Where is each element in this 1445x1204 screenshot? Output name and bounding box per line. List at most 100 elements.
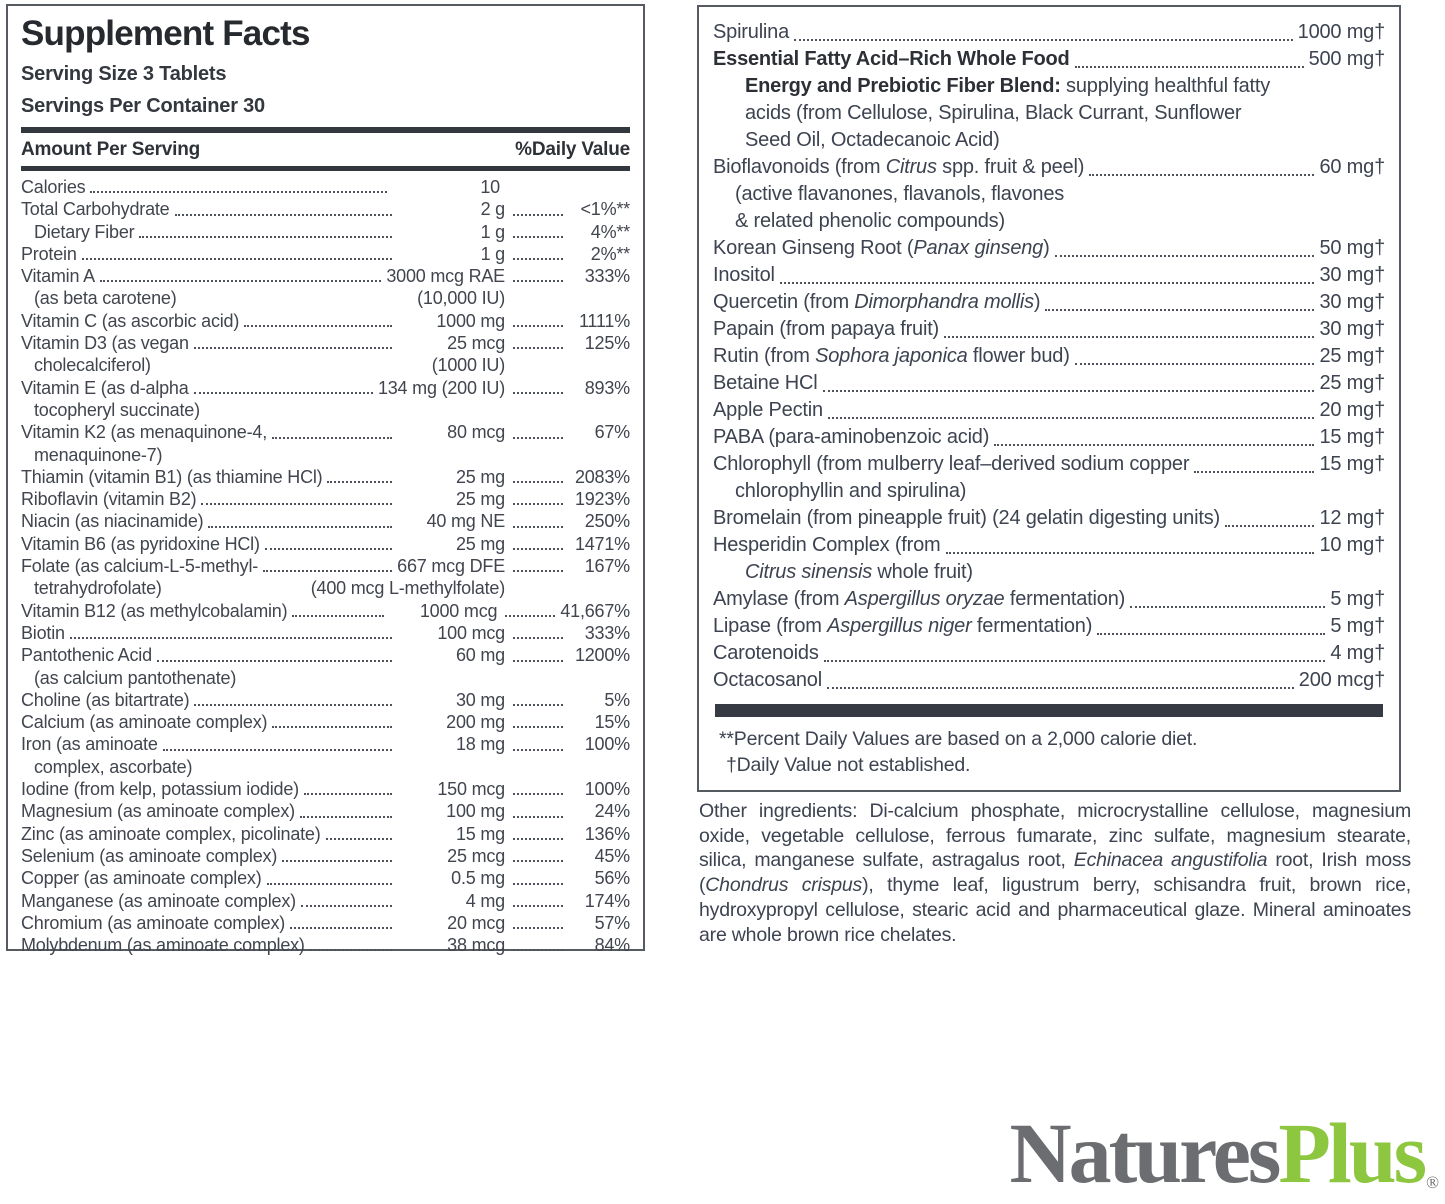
nutrient-line: Vitamin C (as ascorbic acid) 1000 mg 1111% bbox=[21, 310, 630, 332]
nutrient-row: Vitamin C (as ascorbic acid) 1000 mg 1111% bbox=[21, 310, 630, 332]
nutrient-continuation-line: (as beta carotene) (10,000 IU) bbox=[21, 287, 630, 309]
ingredient-amount: 4 mg† bbox=[1330, 642, 1385, 664]
ingredient-amount: 25 mg† bbox=[1319, 372, 1385, 394]
nutrient-daily-value: 1471% bbox=[574, 533, 630, 554]
ingredient-row: Lipase (from Aspergillus niger fermentat… bbox=[713, 613, 1385, 640]
nutrient-amount: 1000 mg bbox=[436, 310, 505, 331]
nutrient-name: Dietary Fiber bbox=[34, 221, 135, 242]
nutrient-line: Vitamin D3 (as vegan 25 mcg 125% bbox=[21, 332, 630, 354]
nutrient-amount: 25 mcg bbox=[447, 845, 505, 866]
dot-leader bbox=[513, 659, 563, 662]
dot-leader bbox=[266, 882, 392, 885]
nutrient-line: Molybdenum (as aminoate complex) 38 mcg 84… bbox=[21, 934, 630, 956]
dot-leader bbox=[513, 280, 563, 283]
nutrient-continuation-line: menaquinone-7) bbox=[21, 444, 630, 466]
nutrient-row: Calcium (as aminoate complex) 200 mg 15% bbox=[21, 711, 630, 733]
ingredient-line: Rutin (from Sophora japonica flower bud)… bbox=[713, 343, 1385, 370]
nutrient-daily-value: 45% bbox=[594, 845, 631, 866]
nutrient-line: Magnesium (as aminoate complex) 100 mg 24% bbox=[21, 800, 630, 822]
nutrient-line: Total Carbohydrate 2 g <1%** bbox=[21, 198, 630, 220]
dot-leader bbox=[299, 815, 392, 818]
dot-leader bbox=[513, 726, 563, 729]
ingredient-amount: 12 mg† bbox=[1319, 507, 1385, 529]
ingredient-row: Essential Fatty Acid–Rich Whole Food 500 … bbox=[713, 46, 1385, 154]
nutrient-daily-value: 2%** bbox=[590, 243, 630, 264]
ingredient-row: Octacosanol 200 mcg† bbox=[713, 667, 1385, 694]
ingredient-row: Chlorophyll (from mulberry leaf–derived … bbox=[713, 451, 1385, 505]
nutrient-daily-value: 1200% bbox=[574, 645, 630, 666]
nutrient-row: Vitamin A 3000 mcg RAE 333% (as beta carote… bbox=[21, 265, 630, 310]
dot-leader bbox=[826, 687, 1294, 689]
ingredient-line: Korean Ginseng Root (Panax ginseng) 50 mg… bbox=[713, 235, 1385, 262]
nutrient-line: Protein 1 g 2%** bbox=[21, 243, 630, 265]
nutrient-name-continuation: complex, ascorbate) bbox=[34, 756, 193, 777]
dot-leader bbox=[156, 659, 392, 662]
nutrient-daily-value: 333% bbox=[584, 266, 630, 287]
ingredient-amount: 30 mg† bbox=[1319, 318, 1385, 340]
naturesplus-logo: NaturesPlus ® bbox=[1010, 1110, 1440, 1196]
nutrient-line: Vitamin B12 (as methylcobalamin) 1000 mcg… bbox=[21, 600, 630, 622]
italic-species-text: Echinacea angustifolia bbox=[1073, 849, 1268, 872]
footnote-percent-daily-values: **Percent Daily Values are based on a 2,… bbox=[719, 728, 1198, 750]
dot-leader bbox=[779, 282, 1315, 284]
nutrient-name-continuation: menaquinone-7) bbox=[34, 444, 163, 465]
nutrient-row: Iodine (from kelp, potassium iodide) 150 … bbox=[21, 778, 630, 800]
nutrient-line: Copper (as aminoate complex) 0.5 mg 56% bbox=[21, 867, 630, 889]
italic-species-text: Chondrus crispus bbox=[705, 874, 863, 897]
dot-leader bbox=[194, 704, 392, 707]
ingredient-amount: 15 mg† bbox=[1319, 453, 1385, 475]
nutrient-name: Zinc (as aminoate complex, picolinate) bbox=[21, 823, 321, 844]
nutrient-daily-value: 15% bbox=[594, 712, 631, 733]
nutrient-row: Thiamin (vitamin B1) (as thiamine HCl) 25… bbox=[21, 466, 630, 488]
nutrient-amount: 3000 mcg RAE bbox=[386, 266, 505, 287]
nutrient-name: Molybdenum (as aminoate complex) bbox=[21, 935, 305, 956]
dot-leader bbox=[327, 481, 392, 484]
dot-leader bbox=[513, 258, 563, 261]
other-ingredients-paragraph: Other ingredients: Di-calcium phosphate,… bbox=[699, 800, 1411, 946]
nutrient-row: Folate (as calcium-L-5-methyl- 667 mcg DF… bbox=[21, 555, 630, 600]
ingredient-name: PABA (para-aminobenzoic acid) bbox=[713, 426, 990, 448]
ingredient-name: Octacosanol bbox=[713, 669, 822, 691]
ingredient-line: Papain (from papaya fruit) 30 mg† bbox=[713, 316, 1385, 343]
dot-leader bbox=[69, 637, 392, 640]
dot-leader bbox=[282, 860, 392, 863]
nutrient-name: Vitamin B12 (as methylcobalamin) bbox=[21, 600, 288, 621]
nutrient-amount: 10 bbox=[480, 177, 500, 197]
dot-leader bbox=[513, 837, 563, 840]
italic-species-text: Sophora japonica bbox=[815, 345, 968, 367]
nutrient-name: Vitamin B6 (as pyridoxine HCl) bbox=[21, 533, 260, 554]
ingredient-amount: 30 mg† bbox=[1319, 264, 1385, 286]
nutrient-line: Vitamin A 3000 mcg RAE 333% bbox=[21, 265, 630, 287]
dot-leader bbox=[513, 503, 563, 506]
nutrient-line: Iodine (from kelp, potassium iodide) 150 … bbox=[21, 778, 630, 800]
dot-leader bbox=[945, 552, 1315, 554]
nutrient-daily-value: 4%** bbox=[590, 221, 630, 242]
nutrient-row: Vitamin B12 (as methylcobalamin) 1000 mcg… bbox=[21, 600, 630, 622]
ingredient-row: Korean Ginseng Root (Panax ginseng) 50 mg… bbox=[713, 235, 1385, 262]
ingredient-line: Lipase (from Aspergillus niger fermentat… bbox=[713, 613, 1385, 640]
ingredient-name: Carotenoids bbox=[713, 642, 819, 664]
column-headers: Amount Per Serving %Daily Value bbox=[21, 133, 630, 166]
ingredient-continuation-line: acids (from Cellulose, Spirulina, Black … bbox=[745, 102, 1242, 124]
nutrient-daily-value: 57% bbox=[594, 912, 631, 933]
nutrient-amount: 150 mcg bbox=[437, 779, 505, 800]
nutrient-line: Vitamin B6 (as pyridoxine HCl) 25 mg 1471% bbox=[21, 533, 630, 555]
dot-leader bbox=[513, 525, 563, 528]
ingredient-row: Amylase (from Aspergillus oryzae ferment… bbox=[713, 586, 1385, 613]
nutrient-row: Selenium (as aminoate complex) 25 mcg 45% bbox=[21, 845, 630, 867]
nutrient-name: Vitamin A bbox=[21, 266, 95, 287]
nutrient-amount-continuation: (1000 IU) bbox=[431, 355, 505, 376]
nutrient-continuation-line: tocopheryl succinate) bbox=[21, 399, 630, 421]
nutrient-name: Chromium (as aminoate complex) bbox=[21, 912, 286, 933]
nutrient-row: Dietary Fiber 1 g 4%** bbox=[21, 221, 630, 243]
nutrient-name-continuation: tocopheryl succinate) bbox=[34, 399, 200, 420]
nutrient-row: Molybdenum (as aminoate complex) 38 mcg 84… bbox=[21, 934, 630, 956]
nutrient-line: Vitamin K2 (as menaquinone-4, 80 mcg 67% bbox=[21, 421, 630, 443]
nutrient-name: Folate (as calcium-L-5-methyl- bbox=[21, 556, 259, 577]
nutrient-daily-value: 100% bbox=[584, 779, 630, 800]
nutrient-name: Niacin (as niacinamide) bbox=[21, 511, 204, 532]
dot-leader bbox=[513, 481, 563, 484]
ingredient-row: Betaine HCl 25 mg† bbox=[713, 370, 1385, 397]
nutrient-row: Magnesium (as aminoate complex) 100 mg 24% bbox=[21, 800, 630, 822]
dot-leader bbox=[513, 927, 563, 930]
